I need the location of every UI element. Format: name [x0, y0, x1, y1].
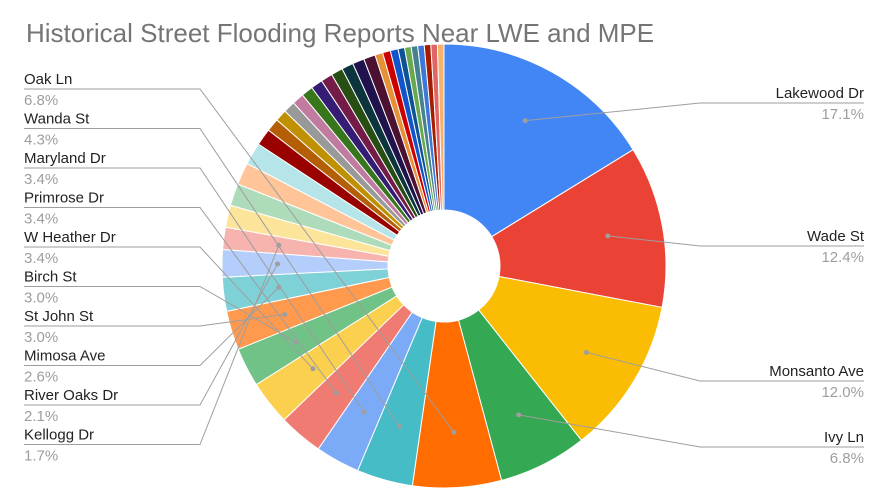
slice-wade-st: [491, 149, 667, 309]
leader-line-wade-st: [607, 235, 864, 247]
leader-line-river-oaks-dr: [24, 263, 278, 406]
label-name-monsanto-ave: Monsanto Ave: [769, 363, 864, 380]
slice-lakewood-dr: [443, 43, 634, 238]
label-percent-kellogg-dr: 1.7%: [24, 448, 58, 465]
label-name-wanda-st: Wanda St: [24, 111, 90, 128]
label-name-birch-st: Birch St: [24, 269, 77, 286]
leader-line-maryland-dr: [24, 167, 365, 413]
label-percent-birch-st: 3.0%: [24, 290, 58, 307]
label-percent-primrose-dr: 3.4%: [24, 211, 58, 228]
label-percent-maryland-dr: 3.4%: [24, 171, 58, 188]
label-name-maryland-dr: Maryland Dr: [24, 150, 106, 167]
leader-line-w-heather-dr: [24, 246, 314, 370]
label-name-st-john-st: St John St: [24, 308, 94, 325]
leader-lines-group: [24, 88, 864, 448]
leader-line-kellogg-dr: [24, 245, 280, 445]
label-percent-mimosa-ave: 2.6%: [24, 369, 58, 386]
leader-line-oak-ln: [24, 88, 455, 433]
leader-line-ivy-ln: [518, 414, 864, 448]
label-name-w-heather-dr: W Heather Dr: [24, 229, 116, 246]
label-name-kellogg-dr: Kellogg Dr: [24, 427, 94, 444]
slices-group: [221, 43, 667, 488]
label-percent-wade-st: 12.4%: [821, 249, 864, 266]
label-percent-ivy-ln: 6.8%: [830, 450, 864, 467]
leader-line-primrose-dr: [24, 207, 337, 394]
label-percent-river-oaks-dr: 2.1%: [24, 408, 58, 425]
leader-line-st-john-st: [24, 313, 285, 327]
label-percent-oak-ln: 6.8%: [24, 92, 58, 109]
leader-line-lakewood-dr: [525, 102, 864, 122]
labels-group: Lakewood Dr 17.1% Wade St 12.4% Monsanto Ave…: [24, 71, 865, 467]
label-percent-wanda-st: 4.3%: [24, 132, 58, 149]
slice-monsanto-ave: [477, 275, 663, 442]
chart-title: Historical Street Flooding Reports Near …: [26, 18, 655, 48]
label-percent-w-heather-dr: 3.4%: [24, 250, 58, 267]
label-percent-monsanto-ave: 12.0%: [821, 384, 864, 401]
label-name-mimosa-ave: Mimosa Ave: [24, 348, 105, 365]
slice-unlabeled-40: [436, 43, 445, 211]
label-name-ivy-ln: Ivy Ln: [824, 429, 864, 446]
leader-line-mimosa-ave: [24, 286, 280, 366]
leader-line-birch-st: [24, 286, 297, 343]
leader-line-wanda-st: [24, 128, 400, 427]
label-percent-st-john-st: 3.0%: [24, 329, 58, 346]
label-name-river-oaks-dr: River Oaks Dr: [24, 387, 118, 404]
label-name-wade-st: Wade St: [807, 228, 865, 245]
label-name-lakewood-dr: Lakewood Dr: [776, 85, 864, 102]
label-name-oak-ln: Oak Ln: [24, 71, 72, 88]
leader-line-monsanto-ave: [586, 351, 864, 382]
label-percent-lakewood-dr: 17.1%: [821, 106, 864, 123]
label-name-primrose-dr: Primrose Dr: [24, 190, 104, 207]
